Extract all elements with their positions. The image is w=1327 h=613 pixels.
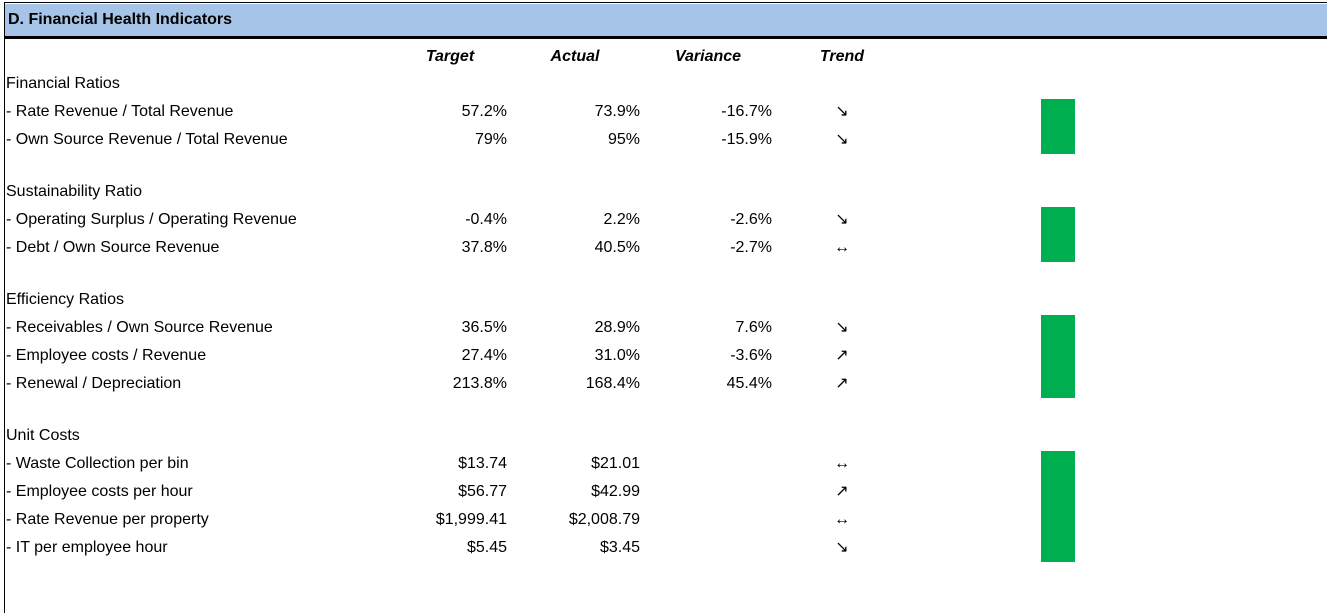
trend-arrow: ↘ bbox=[835, 131, 849, 148]
cell-value: $2,008.79 bbox=[568, 511, 640, 528]
status-indicator bbox=[1041, 207, 1075, 262]
trend-arrow: ↗ bbox=[835, 483, 849, 500]
cell-value: $5.45 bbox=[466, 539, 507, 556]
top-border bbox=[4, 2, 1327, 3]
trend-arrow: ↘ bbox=[835, 319, 849, 336]
cell-value: 37.8% bbox=[461, 239, 507, 256]
left-border bbox=[4, 2, 5, 613]
row-label: - Renewal / Depreciation bbox=[6, 375, 182, 392]
cell-value: 73.9% bbox=[594, 103, 640, 120]
trend-arrow: ↔ bbox=[834, 239, 850, 256]
cell-value: 7.6% bbox=[735, 319, 772, 336]
cell-value: 95% bbox=[607, 131, 640, 148]
cell-value: 79% bbox=[474, 131, 507, 148]
column-header: Target bbox=[425, 48, 475, 65]
cell-value: $56.77 bbox=[458, 483, 507, 500]
cell-value: 31.0% bbox=[594, 347, 640, 364]
row-label: - Debt / Own Source Revenue bbox=[6, 239, 220, 256]
cell-value: 36.5% bbox=[461, 319, 507, 336]
cell-value: -2.7% bbox=[730, 239, 772, 256]
cell-value: -15.9% bbox=[721, 131, 772, 148]
group-title: Efficiency Ratios bbox=[6, 291, 124, 308]
row-label: - Operating Surplus / Operating Revenue bbox=[6, 211, 297, 228]
cell-value: 2.2% bbox=[603, 211, 640, 228]
header-bar bbox=[5, 4, 1327, 36]
trend-arrow: ↔ bbox=[834, 511, 850, 528]
cell-value: 168.4% bbox=[585, 375, 640, 392]
header-rule bbox=[5, 36, 1327, 39]
cell-value: 27.4% bbox=[461, 347, 507, 364]
column-header: Variance bbox=[674, 48, 742, 65]
column-header: Trend bbox=[819, 48, 865, 65]
cell-value: 57.2% bbox=[461, 103, 507, 120]
cell-value: $13.74 bbox=[458, 455, 507, 472]
cell-value: -3.6% bbox=[730, 347, 772, 364]
row-label: - Employee costs per hour bbox=[6, 483, 193, 500]
trend-arrow: ↘ bbox=[835, 539, 849, 556]
row-label: - Rate Revenue / Total Revenue bbox=[6, 103, 234, 120]
cell-value: 40.5% bbox=[594, 239, 640, 256]
trend-arrow: ↘ bbox=[835, 211, 849, 228]
row-label: - Receivables / Own Source Revenue bbox=[6, 319, 273, 336]
group-title: Unit Costs bbox=[6, 427, 80, 444]
row-label: - Own Source Revenue / Total Revenue bbox=[6, 131, 288, 148]
cell-value: $42.99 bbox=[591, 483, 640, 500]
trend-arrow: ↘ bbox=[835, 103, 849, 120]
cell-value: 28.9% bbox=[594, 319, 640, 336]
row-label: - Employee costs / Revenue bbox=[6, 347, 207, 364]
group-title: Sustainability Ratio bbox=[6, 183, 143, 200]
cell-value: -2.6% bbox=[730, 211, 772, 228]
trend-arrow: ↗ bbox=[835, 375, 849, 392]
cell-value: 213.8% bbox=[452, 375, 507, 392]
row-label: - Rate Revenue per property bbox=[6, 511, 209, 528]
cell-value: $1,999.41 bbox=[435, 511, 507, 528]
trend-arrow: ↗ bbox=[835, 347, 849, 364]
cell-value: 45.4% bbox=[726, 375, 772, 392]
cell-value: $3.45 bbox=[599, 539, 640, 556]
trend-arrow: ↔ bbox=[834, 455, 850, 472]
cell-value: -16.7% bbox=[721, 103, 772, 120]
status-indicator bbox=[1041, 99, 1075, 154]
column-header: Actual bbox=[550, 48, 600, 65]
header-title: D. Financial Health Indicators bbox=[8, 11, 233, 28]
row-label: - Waste Collection per bin bbox=[6, 455, 189, 472]
status-indicator bbox=[1041, 315, 1075, 398]
row-label: - IT per employee hour bbox=[6, 539, 168, 556]
status-indicator bbox=[1041, 451, 1075, 562]
cell-value: $21.01 bbox=[591, 455, 640, 472]
group-title: Financial Ratios bbox=[6, 75, 120, 92]
cell-value: -0.4% bbox=[465, 211, 507, 228]
